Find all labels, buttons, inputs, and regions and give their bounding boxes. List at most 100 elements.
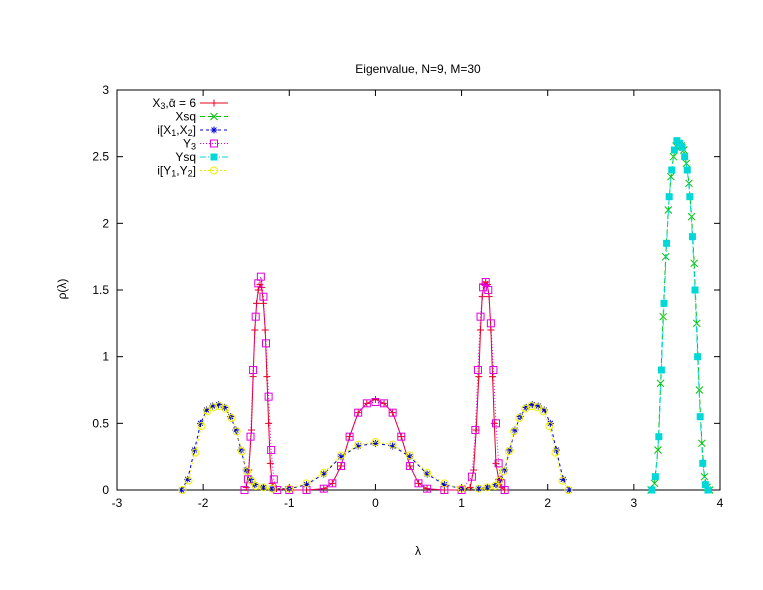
- data-point: [678, 143, 686, 151]
- data-point: [670, 146, 678, 154]
- chart-title: Eigenvalue, N=9, M=30: [355, 62, 481, 76]
- data-point: [197, 422, 206, 430]
- y-tick-label: 1.5: [92, 283, 109, 297]
- plot-frame: [116, 89, 721, 491]
- data-point: [397, 433, 405, 441]
- data-point: [515, 414, 524, 422]
- data-point: [704, 486, 712, 494]
- data-point: [259, 292, 268, 301]
- data-point: [336, 462, 345, 470]
- data-point: [457, 484, 466, 493]
- data-point: [371, 438, 380, 446]
- x-tick-label: -1: [284, 496, 295, 510]
- data-point: [491, 482, 500, 490]
- data-point: [265, 419, 273, 427]
- series-2: [178, 401, 573, 494]
- data-point: [191, 446, 199, 454]
- data-point: [440, 479, 449, 488]
- data-point: [320, 470, 328, 478]
- data-point: [273, 486, 282, 494]
- legend-entry: Ysq: [175, 150, 228, 164]
- x-tick-label: 0: [372, 496, 379, 510]
- data-point: [415, 479, 422, 487]
- data-point: [268, 484, 277, 493]
- x-tick-label: 2: [544, 496, 551, 510]
- data-point: [414, 479, 423, 488]
- series-line: [244, 276, 506, 491]
- data-point: [698, 439, 706, 448]
- data-point: [667, 172, 675, 181]
- data-point: [227, 414, 236, 422]
- legend-label: Ysq: [175, 150, 196, 164]
- data-point: [232, 426, 240, 434]
- data-point: [492, 459, 500, 467]
- data-point: [701, 481, 709, 489]
- data-point: [268, 485, 276, 493]
- data-point: [371, 398, 380, 406]
- data-point: [552, 446, 560, 454]
- legend-label-part: X: [152, 96, 160, 110]
- data-point: [487, 326, 495, 334]
- data-point: [380, 399, 389, 408]
- data-point: [534, 402, 542, 410]
- legend-label-part: Xsq: [175, 110, 196, 124]
- data-point: [470, 466, 478, 474]
- y-tick-label: 0.5: [92, 416, 109, 430]
- data-point: [320, 485, 328, 493]
- data-point: [269, 475, 278, 484]
- legend-label-part: ]: [193, 123, 196, 137]
- legend-label-part: ]: [193, 164, 196, 178]
- data-point: [215, 401, 223, 409]
- data-point: [388, 440, 397, 449]
- data-point: [483, 483, 492, 492]
- data-point: [240, 486, 249, 494]
- data-point: [510, 427, 519, 436]
- data-point: [481, 278, 490, 286]
- data-point: [546, 419, 554, 427]
- data-point: [522, 403, 530, 411]
- data-point: [237, 447, 246, 456]
- x-tick-label: 3: [631, 496, 638, 510]
- data-point: [423, 470, 431, 478]
- data-point: [492, 419, 501, 428]
- legend-entry: Y3: [183, 137, 228, 152]
- data-point: [264, 392, 273, 401]
- data-point: [319, 484, 328, 493]
- data-point: [663, 239, 671, 247]
- data-point: [490, 419, 498, 427]
- legend-label-part: Ysq: [175, 150, 196, 164]
- data-point: [243, 467, 252, 476]
- legend-entry: i[X1,X2]: [157, 123, 228, 138]
- data-point: [184, 476, 193, 485]
- y-tick-label: 1: [102, 350, 109, 364]
- data-point: [479, 283, 488, 292]
- legend-label-part: 1: [171, 169, 176, 179]
- data-point: [651, 473, 659, 481]
- series-4: [648, 137, 712, 494]
- data-point: [475, 373, 483, 381]
- data-point: [266, 459, 274, 467]
- data-point: [249, 366, 258, 374]
- legend-label-part: 2: [188, 128, 193, 138]
- data-point: [371, 439, 379, 447]
- data-point: [699, 459, 707, 467]
- data-point: [246, 432, 255, 441]
- data-point: [423, 484, 432, 493]
- data-point: [691, 286, 699, 294]
- legend-entry: X3,ᾱ = 6: [152, 96, 228, 111]
- series-1: [647, 139, 714, 494]
- data-point: [688, 233, 696, 241]
- legend-label-part: ,Y: [176, 164, 187, 178]
- data-point: [345, 432, 354, 441]
- data-point: [659, 312, 667, 321]
- series-3: [240, 272, 509, 494]
- data-point: [685, 179, 693, 188]
- data-point: [483, 281, 491, 289]
- data-point: [242, 466, 250, 474]
- data-point: [354, 442, 362, 450]
- data-point: [328, 479, 336, 487]
- data-point: [247, 476, 256, 485]
